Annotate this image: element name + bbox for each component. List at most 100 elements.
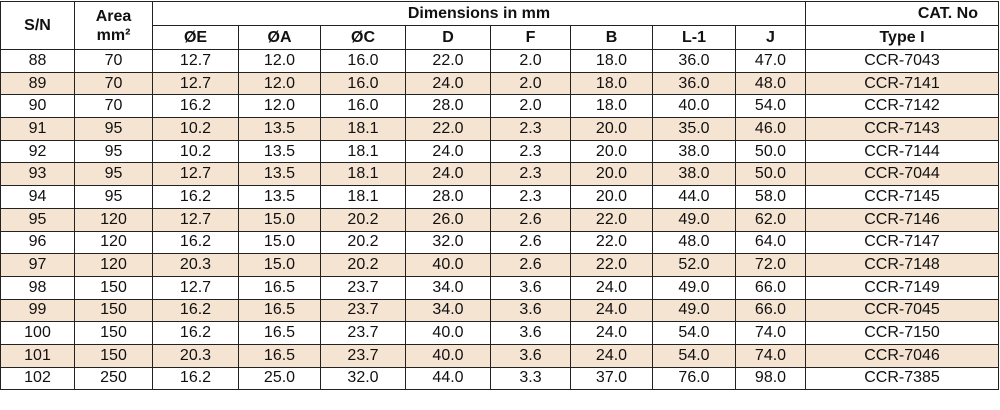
table-cell: 2.3 xyxy=(490,185,571,209)
header-unit: mm² xyxy=(96,26,131,44)
table-cell: 47.0 xyxy=(735,49,806,73)
table-cell: 76.0 xyxy=(652,366,736,391)
table-cell: 20.0 xyxy=(570,162,653,187)
table-cell: 23.7 xyxy=(320,275,406,300)
table-cell: 18.1 xyxy=(320,185,406,209)
table-cell: 91 xyxy=(0,117,75,141)
table-body: 88 70 12.7 12.0 16.0 22.0 2.0 18.0 36.0 47.0 CCR-7… xyxy=(0,49,999,391)
table-cell: 46.0 xyxy=(735,117,806,141)
table-cell: 13.5 xyxy=(238,117,321,141)
table-cell: 13.5 xyxy=(238,139,321,164)
table-cell: 58.0 xyxy=(735,185,806,209)
table-cell: 12.7 xyxy=(152,71,239,96)
table-cell: 95 xyxy=(74,117,153,141)
table-cell: 2.3 xyxy=(490,162,571,187)
table-cell: 90 xyxy=(0,94,75,119)
table-cell: 20.3 xyxy=(152,253,239,277)
table-row: 102 250 16.2 25.0 32.0 44.0 3.3 37.0 76.0 98.0 CCR… xyxy=(0,366,999,391)
table-row: 96 120 16.2 15.0 20.2 32.0 2.6 22.0 48.0 64.0 CCR-… xyxy=(0,230,999,255)
table-cell: 97 xyxy=(0,253,75,277)
header-cell: F xyxy=(490,25,571,50)
header-cell: ØC xyxy=(320,25,406,50)
table-cell: 24.0 xyxy=(570,298,653,323)
table-cell: 12.7 xyxy=(152,207,239,232)
table-cell: 120 xyxy=(74,230,153,255)
table-cell: 95 xyxy=(74,139,153,164)
table-cell: 35.0 xyxy=(652,117,736,141)
dimensions-table: S/N Area mm² Dimensions in mm CAT. No ØE Ø… xyxy=(0,1,999,391)
table-cell: 72.0 xyxy=(735,253,806,277)
table-cell: 44.0 xyxy=(652,185,736,209)
header-row: ØE ØA ØC D F B L-1 J Type I xyxy=(1,25,999,50)
table-cell: 16.5 xyxy=(238,275,321,300)
table-cell: 2.6 xyxy=(490,253,571,277)
table-cell: CCR-7144 xyxy=(805,139,999,164)
table-cell: 64.0 xyxy=(735,230,806,255)
table-cell: 23.7 xyxy=(320,343,406,368)
table-cell: 10.2 xyxy=(152,117,239,141)
header-cell: ØA xyxy=(238,25,321,50)
table-cell: 24.0 xyxy=(570,343,653,368)
table-cell: 40.0 xyxy=(405,343,491,368)
table-row: 90 70 16.2 12.0 16.0 28.0 2.0 18.0 40.0 54.0 CCR-7… xyxy=(0,94,999,119)
header-cell: J xyxy=(735,25,806,50)
table-cell: CCR-7146 xyxy=(805,207,999,232)
table-cell: 54.0 xyxy=(735,94,806,119)
table-cell: 40.0 xyxy=(405,253,491,277)
table-cell: 18.1 xyxy=(320,117,406,141)
table-cell: 74.0 xyxy=(735,343,806,368)
table-cell: 48.0 xyxy=(652,230,736,255)
table-cell: CCR-7043 xyxy=(805,49,999,73)
table-cell: CCR-7045 xyxy=(805,298,999,323)
table-cell: 150 xyxy=(74,343,153,368)
table-cell: 96 xyxy=(0,230,75,255)
table-cell: 2.6 xyxy=(490,207,571,232)
header-text: Area xyxy=(95,7,132,25)
table-cell: 101 xyxy=(0,343,75,368)
table-cell: 22.0 xyxy=(570,230,653,255)
table-cell: 92 xyxy=(0,139,75,164)
header-cell: B xyxy=(570,25,653,50)
table-cell: 22.0 xyxy=(405,117,491,141)
header-cell: S/N xyxy=(0,1,75,50)
header-cell: ØE xyxy=(152,25,239,50)
table-cell: 32.0 xyxy=(405,230,491,255)
table-cell: 70 xyxy=(74,94,153,119)
table-row: 98 150 12.7 16.5 23.7 34.0 3.6 24.0 49.0 66.0 CCR-… xyxy=(0,275,999,300)
table-cell: 2.0 xyxy=(490,71,571,96)
table-cell: 16.2 xyxy=(152,298,239,323)
table-row: 100 150 16.2 16.5 23.7 40.0 3.6 24.0 54.0 74.0 CCR… xyxy=(0,321,999,345)
table-cell: CCR-7046 xyxy=(805,343,999,368)
table-cell: 10.2 xyxy=(152,139,239,164)
table-cell: 54.0 xyxy=(652,343,736,368)
table-cell: CCR-7044 xyxy=(805,162,999,187)
table-cell: 16.5 xyxy=(238,298,321,323)
table-cell: CCR-7150 xyxy=(805,321,999,345)
table-cell: 16.2 xyxy=(152,366,239,391)
table-cell: 18.0 xyxy=(570,49,653,73)
table-cell: 12.7 xyxy=(152,275,239,300)
table-cell: 2.0 xyxy=(490,94,571,119)
table-cell: 74.0 xyxy=(735,321,806,345)
table-cell: CCR-7141 xyxy=(805,71,999,96)
table-cell: CCR-7143 xyxy=(805,117,999,141)
table-row: 94 95 16.2 13.5 18.1 28.0 2.3 20.0 44.0 58.0 CCR-7… xyxy=(0,185,999,209)
table-cell: 94 xyxy=(0,185,75,209)
table-cell: 40.0 xyxy=(652,94,736,119)
table-cell: 120 xyxy=(74,253,153,277)
table-cell: 98 xyxy=(0,275,75,300)
table-cell: 66.0 xyxy=(735,275,806,300)
table-cell: 98.0 xyxy=(735,366,806,391)
table-cell: 102 xyxy=(0,366,75,391)
table-cell: 54.0 xyxy=(652,321,736,345)
table-cell: 16.2 xyxy=(152,185,239,209)
table-cell: CCR-7145 xyxy=(805,185,999,209)
table-cell: 13.5 xyxy=(238,162,321,187)
table-cell: 89 xyxy=(0,71,75,96)
table-cell: 25.0 xyxy=(238,366,321,391)
table-cell: 100 xyxy=(0,321,75,345)
table-cell: 34.0 xyxy=(405,298,491,323)
table-cell: 95 xyxy=(0,207,75,232)
table-cell: 22.0 xyxy=(570,207,653,232)
table-cell: 2.0 xyxy=(490,49,571,73)
